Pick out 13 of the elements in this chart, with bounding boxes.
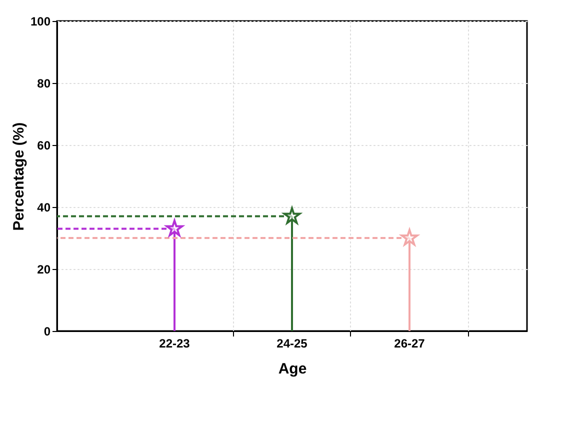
y-axis-title: Percentage (%): [10, 122, 28, 231]
y-tick-label: 100: [30, 14, 51, 28]
x-tick-label: 26-27: [394, 336, 426, 350]
y-tick-label: 0: [44, 324, 51, 338]
x-axis-title: Age: [278, 360, 307, 378]
point: [283, 207, 301, 224]
x-tick-label: 22-23: [159, 336, 190, 350]
point: [400, 228, 418, 246]
x-tick-label: 24-25: [276, 336, 308, 350]
y-tick-label: 20: [37, 262, 51, 276]
y-tick-label: 80: [37, 76, 51, 90]
y-tick-label: 40: [37, 200, 51, 214]
y-tick-label: 60: [37, 138, 51, 152]
